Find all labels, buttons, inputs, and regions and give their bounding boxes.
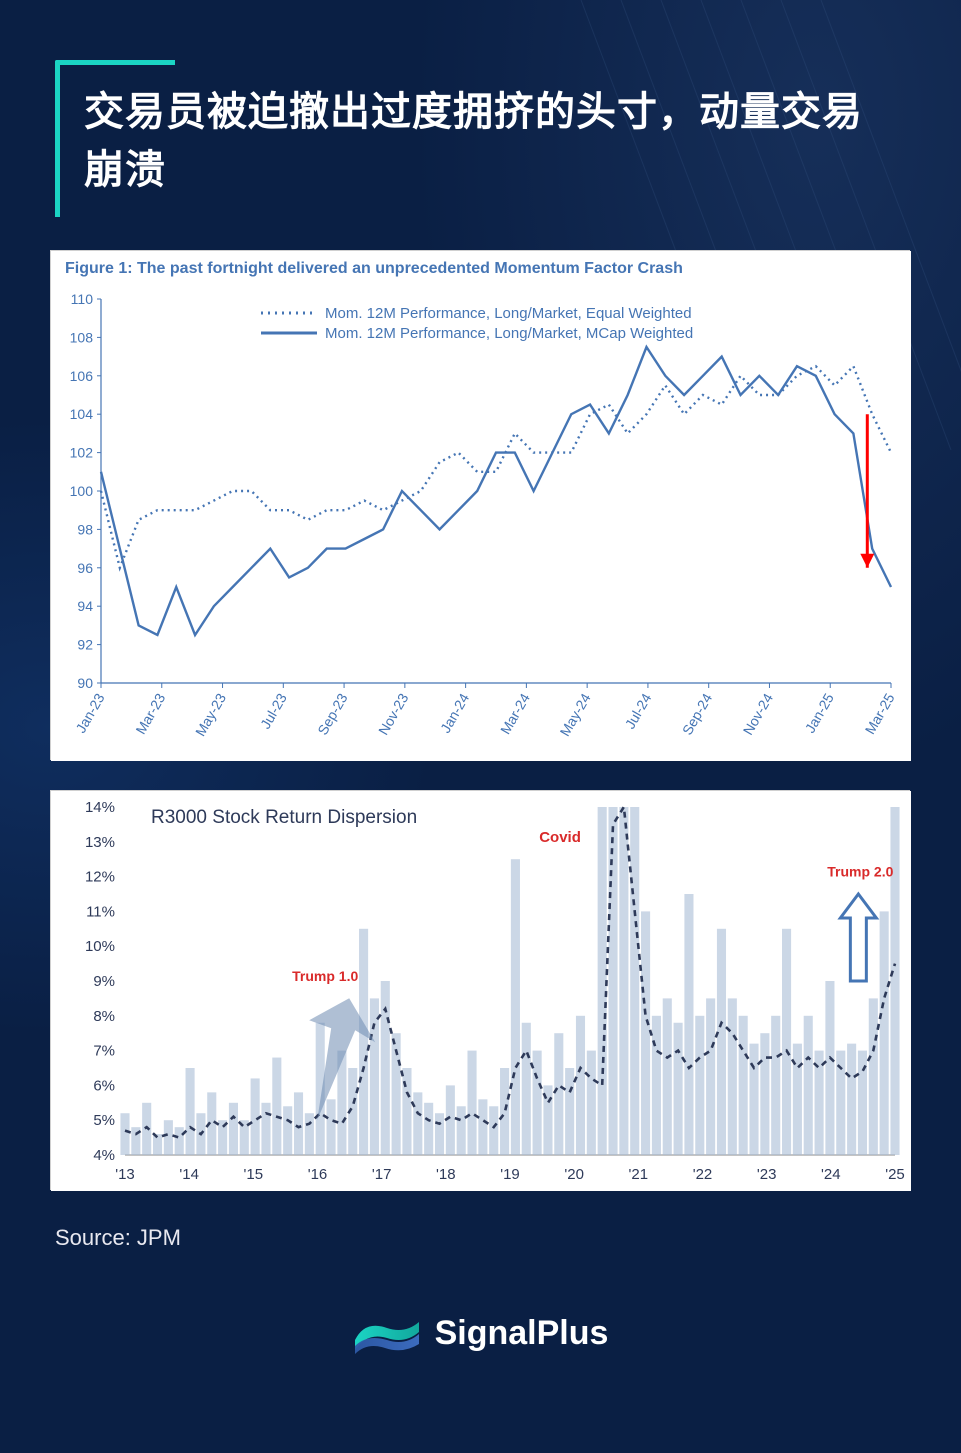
- svg-text:110: 110: [71, 291, 94, 307]
- svg-text:Covid: Covid: [539, 829, 581, 846]
- svg-text:'17: '17: [372, 1166, 392, 1183]
- brand-footer: SignalPlus: [0, 1310, 961, 1356]
- svg-text:R3000 Stock Return Dispersion: R3000 Stock Return Dispersion: [151, 807, 417, 828]
- svg-text:102: 102: [70, 445, 94, 461]
- svg-text:7%: 7%: [93, 1043, 115, 1060]
- svg-text:'18: '18: [436, 1166, 456, 1183]
- svg-text:'13: '13: [115, 1166, 135, 1183]
- svg-text:92: 92: [77, 637, 93, 653]
- svg-text:Figure 1: The past fortnight d: Figure 1: The past fortnight delivered a…: [65, 260, 683, 277]
- svg-text:'19: '19: [500, 1166, 520, 1183]
- momentum-crash-chart: Figure 1: The past fortnight delivered a…: [50, 250, 910, 760]
- svg-text:9%: 9%: [93, 973, 115, 990]
- svg-text:10%: 10%: [85, 938, 115, 955]
- svg-text:'20: '20: [564, 1166, 584, 1183]
- svg-text:Trump 2.0: Trump 2.0: [827, 864, 893, 880]
- brand-name: SignalPlus: [435, 1314, 609, 1353]
- svg-text:'15: '15: [244, 1166, 264, 1183]
- svg-text:14%: 14%: [85, 799, 115, 816]
- signalplus-logo-icon: [353, 1310, 421, 1356]
- source-attribution: Source: JPM: [55, 1225, 181, 1251]
- svg-text:'22: '22: [693, 1166, 713, 1183]
- svg-text:6%: 6%: [93, 1077, 115, 1094]
- svg-text:Mom. 12M Performance, Long/Mar: Mom. 12M Performance, Long/Market, Equal…: [325, 305, 692, 322]
- svg-text:94: 94: [77, 598, 93, 614]
- svg-text:108: 108: [70, 329, 94, 345]
- svg-text:12%: 12%: [85, 869, 115, 886]
- svg-text:106: 106: [70, 368, 94, 384]
- svg-text:13%: 13%: [85, 834, 115, 851]
- svg-text:'16: '16: [308, 1166, 328, 1183]
- svg-text:'14: '14: [179, 1166, 199, 1183]
- page-title-block: 交易员被迫撤出过度拥挤的头寸，动量交易崩溃: [55, 60, 915, 217]
- svg-text:'25: '25: [885, 1166, 905, 1183]
- svg-text:100: 100: [70, 483, 94, 499]
- dispersion-chart: 4% 5% 6% 7% 8% 9% 10% 11% 12% 13% 14% R3000 Stock R…: [50, 790, 910, 1190]
- svg-text:8%: 8%: [93, 1008, 115, 1025]
- svg-text:'24: '24: [821, 1166, 841, 1183]
- svg-text:Mom. 12M Performance, Long/Mar: Mom. 12M Performance, Long/Market, MCap …: [325, 325, 693, 342]
- svg-text:98: 98: [77, 521, 93, 537]
- svg-text:'23: '23: [757, 1166, 777, 1183]
- page-title: 交易员被迫撤出过度拥挤的头寸，动量交易崩溃: [84, 83, 895, 199]
- svg-text:11%: 11%: [86, 903, 115, 920]
- svg-text:5%: 5%: [93, 1112, 115, 1129]
- svg-text:'21: '21: [629, 1166, 649, 1183]
- svg-text:Trump 1.0: Trump 1.0: [292, 968, 358, 984]
- svg-text:96: 96: [77, 560, 93, 576]
- svg-text:4%: 4%: [93, 1147, 115, 1164]
- svg-text:104: 104: [70, 406, 94, 422]
- svg-text:90: 90: [77, 675, 93, 691]
